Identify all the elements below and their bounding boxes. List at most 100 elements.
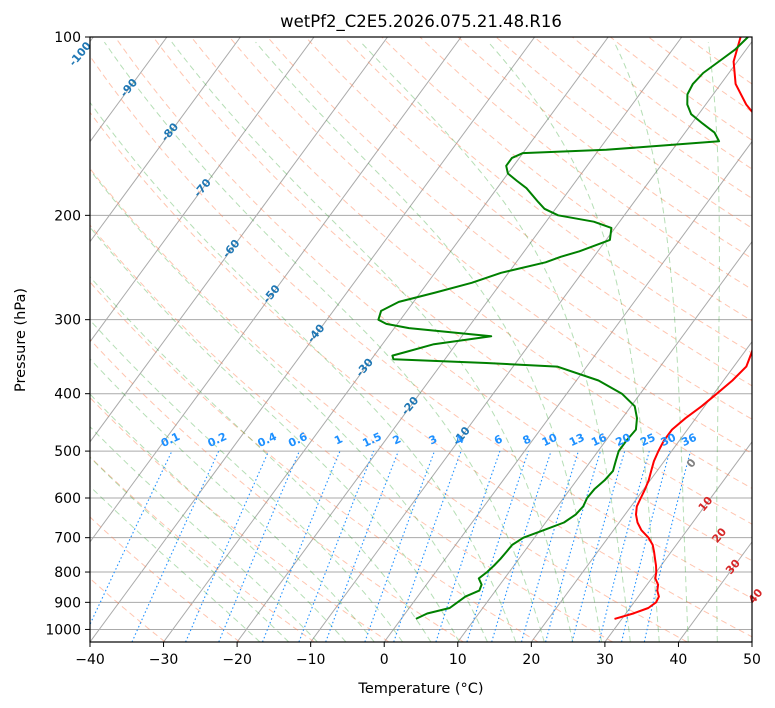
x-tick-label: −40	[75, 652, 105, 668]
dry-adiabat-line	[267, 37, 752, 420]
x-tick-label: −20	[222, 652, 252, 668]
isotherm-line	[751, 641, 752, 642]
isotherm-label: -70	[191, 176, 214, 200]
y-tick-label: 500	[54, 444, 81, 460]
plot-frame	[89, 36, 753, 643]
mixing-ratio-line	[520, 450, 579, 642]
isotherm-line	[90, 37, 388, 443]
mixing-ratio-line	[131, 450, 220, 642]
dry-adiabat-line	[457, 37, 752, 260]
isotherm-line	[604, 441, 752, 642]
isotherm-line	[90, 37, 241, 243]
dry-adiabat-line	[190, 37, 752, 489]
isotherm-line	[90, 37, 536, 642]
isotherm-line	[163, 37, 609, 642]
moist-adiabat-line	[90, 485, 261, 642]
dry-adiabat-label: 10	[696, 494, 716, 514]
mixing-ratio-label: 0.1	[159, 430, 182, 450]
mixing-ratio-label: 6	[492, 432, 505, 447]
temperature-profile-line	[614, 37, 752, 620]
moist-adiabat-line	[90, 275, 432, 642]
mixing-ratio-line	[325, 450, 399, 642]
moist-adiabat-line	[90, 319, 404, 642]
y-tick-label: 600	[54, 491, 81, 507]
mixing-ratio-line	[261, 450, 341, 642]
isotherm-line	[90, 37, 315, 343]
mixing-ratio-line	[466, 450, 529, 642]
dry-adiabat-line	[90, 577, 166, 642]
mixing-ratio-label: 25	[638, 431, 657, 449]
mixing-ratio-label: 0.6	[286, 430, 309, 450]
isotherm-line	[90, 37, 168, 143]
mixing-ratio-line	[185, 450, 270, 642]
mixing-ratio-label: 20	[613, 431, 633, 449]
line-labels: -100-90-80-70-60-50-40-30-20-100.1 0.2 0.4…	[66, 39, 765, 606]
mixing-ratio-label: 30	[659, 431, 679, 449]
y-tick-label: 1000	[45, 622, 81, 638]
mixing-ratio-line	[393, 450, 462, 642]
profiles	[377, 37, 752, 620]
isotherm-line	[457, 240, 752, 642]
dry-adiabat-label: 0	[684, 456, 699, 470]
y-tick-label: 300	[54, 313, 81, 329]
isotherm-line	[90, 37, 462, 543]
x-tick-label: 10	[449, 652, 467, 668]
mixing-ratio-line	[298, 450, 375, 642]
mixing-ratio-label: 8	[521, 432, 533, 447]
mixing-ratio-label: 1	[332, 432, 344, 447]
mixing-ratio-line	[90, 450, 173, 626]
mixing-ratio-label: 16	[589, 431, 609, 449]
dry-adiabat-label: 40	[746, 586, 766, 606]
mixing-ratio-line	[491, 450, 552, 642]
y-tick-label: 200	[54, 208, 81, 224]
dry-adiabat-line	[90, 167, 688, 642]
dry-adiabat-line	[305, 37, 752, 387]
isotherm-line	[383, 140, 752, 642]
moist-adiabat-line	[90, 101, 517, 642]
background-lines	[90, 37, 752, 642]
x-tick-label: −10	[296, 652, 326, 668]
isotherm-label: -50	[260, 282, 283, 306]
moist-adiabat-line	[90, 456, 290, 642]
dry-adiabat-line	[229, 37, 752, 455]
moist-adiabat-line	[360, 41, 631, 642]
dry-adiabat-label: 20	[709, 525, 729, 545]
mixing-ratio-line	[545, 450, 602, 642]
x-tick-label: 20	[522, 652, 540, 668]
isotherm-line	[236, 37, 683, 642]
chart-title: wetPf2_C2E5.2026.075.21.48.R16	[280, 12, 562, 32]
mixing-ratio-label: 2	[391, 432, 403, 447]
mixing-ratio-label: 3	[427, 432, 439, 447]
isotherm-line	[530, 340, 752, 642]
dry-adiabat-line	[90, 55, 752, 599]
dry-adiabat-line	[419, 37, 752, 291]
mixing-ratio-label: 13	[567, 431, 586, 449]
x-tick-label: 50	[743, 652, 761, 668]
mixing-ratio-line	[364, 450, 436, 642]
dry-adiabat-line	[610, 37, 752, 141]
moist-adiabat-line	[90, 426, 318, 642]
x-tick-label: 30	[596, 652, 614, 668]
isotherm-label: -30	[353, 356, 376, 380]
moist-adiabat-line	[613, 41, 689, 642]
y-tick-label: 400	[54, 387, 81, 403]
mixing-ratio-label: 36	[679, 431, 699, 449]
mixing-ratio-line	[598, 450, 650, 642]
moist-adiabat-line	[90, 169, 488, 642]
dry-adiabat-line	[686, 37, 752, 85]
y-tick-label: 100	[54, 30, 81, 46]
dry-adiabat-line	[90, 516, 241, 642]
x-tick-label: 0	[380, 652, 389, 668]
moist-adiabat-line	[171, 41, 574, 642]
y-tick-label: 800	[54, 565, 81, 581]
isotherm-label: -90	[118, 76, 141, 100]
mixing-ratio-line	[621, 450, 671, 642]
isotherm-label: -20	[399, 394, 422, 418]
x-tick-label: −30	[149, 652, 179, 668]
isotherm-line	[310, 40, 752, 642]
mixing-ratio-label: 0.2	[206, 430, 229, 450]
isotherm-label: -80	[158, 120, 181, 144]
dry-adiabat-line	[90, 224, 613, 642]
x-tick-label: 40	[670, 652, 688, 668]
dry-adiabat-line	[90, 281, 539, 642]
